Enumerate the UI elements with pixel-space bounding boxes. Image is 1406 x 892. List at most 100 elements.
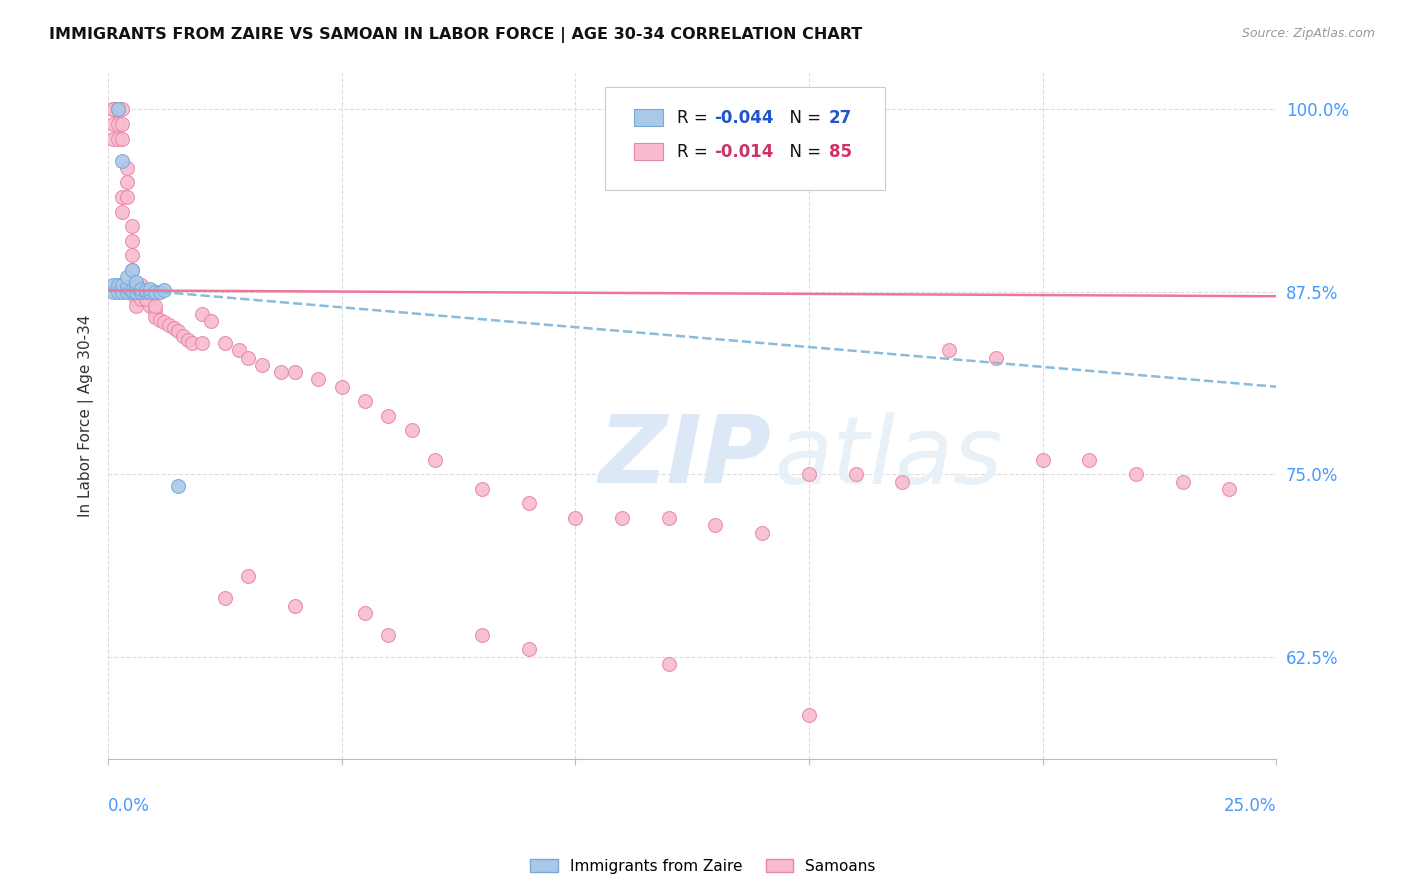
Point bbox=[125, 292, 148, 306]
Point bbox=[101, 103, 124, 117]
Point bbox=[135, 284, 157, 298]
Point bbox=[101, 277, 124, 292]
Point bbox=[125, 300, 148, 314]
Point bbox=[101, 131, 124, 145]
Point bbox=[125, 285, 148, 299]
Point bbox=[238, 351, 260, 365]
Point bbox=[115, 176, 138, 190]
Point bbox=[330, 380, 353, 394]
Point bbox=[797, 467, 820, 482]
Point bbox=[101, 103, 124, 117]
Point bbox=[1031, 452, 1053, 467]
Text: N =: N = bbox=[779, 143, 825, 161]
Point bbox=[658, 511, 681, 525]
Point bbox=[190, 335, 212, 350]
Text: 85: 85 bbox=[828, 143, 852, 161]
Point bbox=[200, 314, 222, 328]
Point bbox=[162, 321, 184, 335]
Point bbox=[704, 518, 727, 533]
Text: 0.0%: 0.0% bbox=[108, 797, 150, 814]
Point bbox=[471, 628, 494, 642]
Point bbox=[377, 409, 399, 423]
Point bbox=[190, 307, 212, 321]
Text: -0.014: -0.014 bbox=[714, 143, 773, 161]
Point bbox=[101, 117, 124, 131]
Point bbox=[214, 591, 236, 606]
Point bbox=[984, 351, 1007, 365]
Point bbox=[111, 117, 134, 131]
Point bbox=[610, 511, 633, 525]
Point bbox=[129, 282, 152, 296]
Point bbox=[307, 372, 329, 386]
Point bbox=[107, 117, 129, 131]
Bar bbox=[634, 143, 664, 160]
Text: N =: N = bbox=[779, 109, 825, 127]
Point bbox=[135, 292, 157, 306]
Point bbox=[354, 606, 377, 620]
Point bbox=[125, 275, 148, 289]
Point bbox=[167, 479, 190, 493]
Point bbox=[115, 280, 138, 294]
Point bbox=[284, 365, 307, 379]
Point bbox=[1078, 452, 1101, 467]
Point bbox=[129, 285, 152, 299]
Point bbox=[111, 277, 134, 292]
Point bbox=[129, 285, 152, 299]
Point bbox=[125, 285, 148, 299]
Point bbox=[658, 657, 681, 671]
Point bbox=[172, 328, 194, 343]
Point bbox=[135, 285, 157, 299]
Point bbox=[115, 190, 138, 204]
Point bbox=[111, 285, 134, 299]
Point bbox=[167, 324, 190, 338]
Point bbox=[107, 277, 129, 292]
Point bbox=[938, 343, 960, 358]
Legend: Immigrants from Zaire, Samoans: Immigrants from Zaire, Samoans bbox=[524, 853, 882, 880]
Point bbox=[143, 300, 166, 314]
Point bbox=[517, 496, 540, 510]
Point bbox=[107, 285, 129, 299]
Point bbox=[129, 292, 152, 306]
Point bbox=[125, 277, 148, 292]
Point bbox=[139, 292, 162, 306]
Point bbox=[107, 103, 129, 117]
Point bbox=[797, 708, 820, 723]
Point bbox=[139, 300, 162, 314]
Point bbox=[115, 270, 138, 285]
Point bbox=[181, 335, 204, 350]
Text: IMMIGRANTS FROM ZAIRE VS SAMOAN IN LABOR FORCE | AGE 30-34 CORRELATION CHART: IMMIGRANTS FROM ZAIRE VS SAMOAN IN LABOR… bbox=[49, 27, 862, 43]
Point bbox=[891, 475, 914, 489]
Point bbox=[153, 284, 176, 298]
Text: 27: 27 bbox=[828, 109, 852, 127]
Point bbox=[139, 285, 162, 299]
Text: R =: R = bbox=[676, 109, 713, 127]
Point bbox=[228, 343, 250, 358]
Point bbox=[377, 628, 399, 642]
Point bbox=[143, 310, 166, 324]
Text: -0.044: -0.044 bbox=[714, 109, 773, 127]
Point bbox=[1171, 475, 1194, 489]
Point bbox=[401, 424, 423, 438]
Point bbox=[115, 285, 138, 299]
Point bbox=[148, 285, 170, 299]
Text: atlas: atlas bbox=[773, 411, 1002, 502]
Point bbox=[121, 284, 143, 298]
Point bbox=[121, 248, 143, 262]
Point bbox=[121, 263, 143, 277]
Y-axis label: In Labor Force | Age 30-34: In Labor Force | Age 30-34 bbox=[79, 315, 94, 517]
Point bbox=[214, 335, 236, 350]
Point bbox=[354, 394, 377, 409]
Point bbox=[111, 190, 134, 204]
Point bbox=[107, 103, 129, 117]
Point bbox=[153, 316, 176, 330]
Point bbox=[111, 153, 134, 168]
Point bbox=[148, 312, 170, 326]
Point bbox=[101, 285, 124, 299]
Point bbox=[471, 482, 494, 496]
Text: 25.0%: 25.0% bbox=[1223, 797, 1277, 814]
Point bbox=[135, 285, 157, 299]
Point bbox=[143, 303, 166, 318]
Point bbox=[111, 131, 134, 145]
Point bbox=[270, 365, 292, 379]
Point bbox=[238, 569, 260, 583]
